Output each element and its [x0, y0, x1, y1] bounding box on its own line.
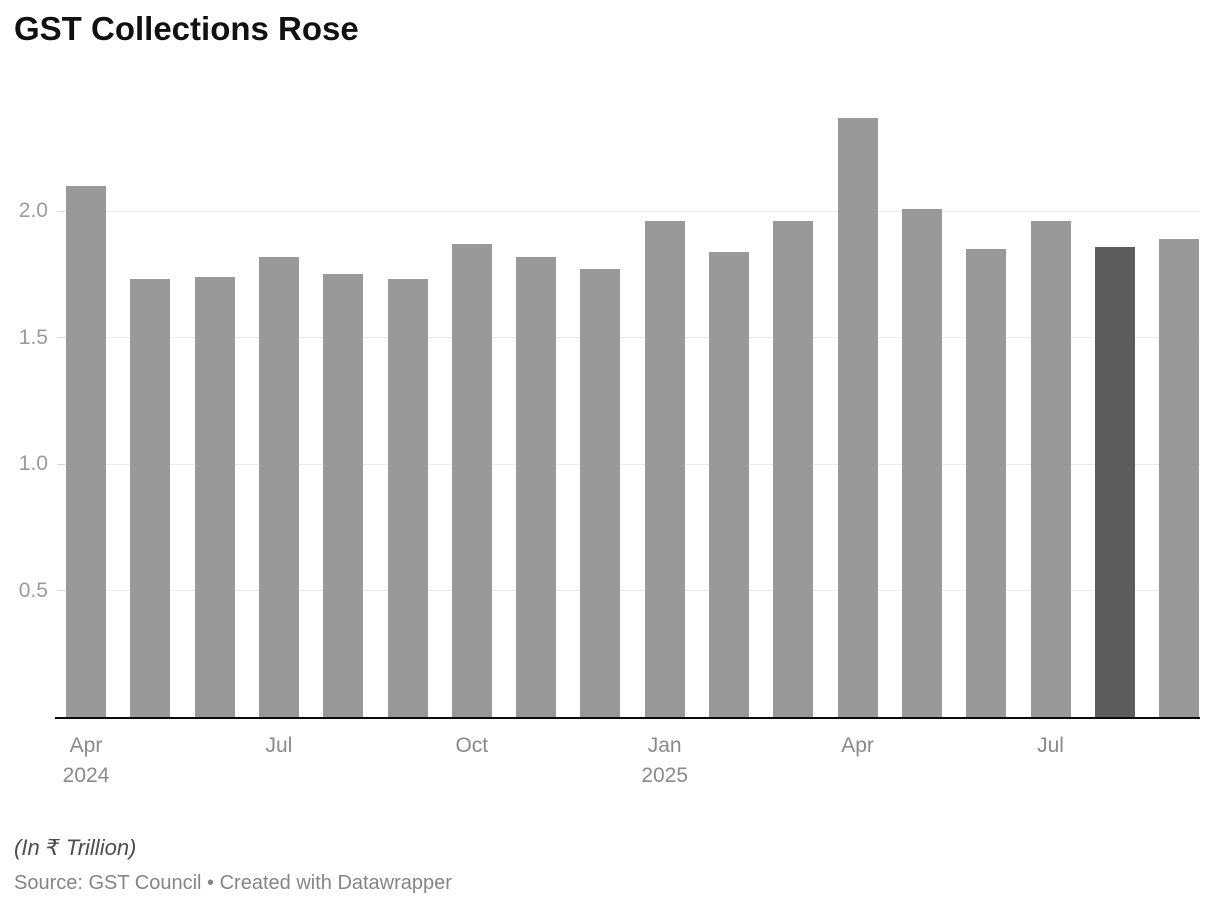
bar-oct-2024[interactable] — [451, 244, 492, 717]
bar-may-2025[interactable] — [901, 208, 942, 717]
x-axis-label-jan-2025: Jan 2025 — [641, 734, 689, 787]
y-axis-label-1.0: 1.0 — [18, 452, 48, 476]
y-axis-label-2.0: 2.0 — [18, 199, 48, 223]
bar-nov-2024[interactable] — [516, 256, 557, 717]
gridline-1.5 — [57, 337, 1200, 339]
x-axis-line — [55, 717, 1200, 719]
bar-jan-2025[interactable] — [644, 221, 685, 717]
y-tick-mark — [57, 463, 65, 465]
y-tick-mark — [57, 337, 65, 339]
source-line: Source: GST Council • Created with Dataw… — [14, 872, 452, 894]
y-tick-mark — [57, 590, 65, 592]
bar-may-2024[interactable] — [130, 279, 171, 717]
bar-sep-2025[interactable] — [1159, 239, 1200, 717]
plot-area — [55, 87, 1200, 719]
bar-apr-2025[interactable] — [837, 117, 878, 717]
x-axis-label-jul: Jul — [1037, 734, 1064, 757]
bar-feb-2025[interactable] — [709, 251, 749, 717]
bar-sep-2024[interactable] — [387, 279, 428, 717]
gridline-2.0 — [57, 210, 1200, 212]
x-axis-label-jul: Jul — [265, 734, 293, 757]
gridline-0.5 — [57, 590, 1200, 592]
chart-title: GST Collections Rose — [14, 10, 359, 47]
bar-mar-2025[interactable] — [773, 221, 814, 717]
x-axis-label-apr: Apr — [841, 734, 874, 757]
bar-jul-2024[interactable] — [258, 256, 299, 717]
gridline-1.0 — [57, 463, 1200, 465]
y-axis-label-0.5: 0.5 — [18, 578, 48, 602]
bar-apr-2024[interactable] — [66, 185, 106, 717]
bar-jul-2025[interactable] — [1030, 221, 1071, 717]
unit-note: (In ₹ Trillion) — [14, 835, 137, 860]
bar-dec-2024[interactable] — [580, 269, 621, 717]
bar-jun-2024[interactable] — [194, 276, 235, 717]
bar-aug-2024[interactable] — [323, 274, 364, 717]
bar-aug-2025[interactable] — [1094, 246, 1135, 717]
bar-jun-2025[interactable] — [966, 249, 1007, 717]
y-axis-label-1.5: 1.5 — [18, 325, 48, 349]
x-axis-label-oct: Oct — [455, 734, 489, 757]
x-axis-label-apr-2024: Apr 2024 — [62, 734, 110, 787]
y-tick-mark — [57, 210, 65, 212]
